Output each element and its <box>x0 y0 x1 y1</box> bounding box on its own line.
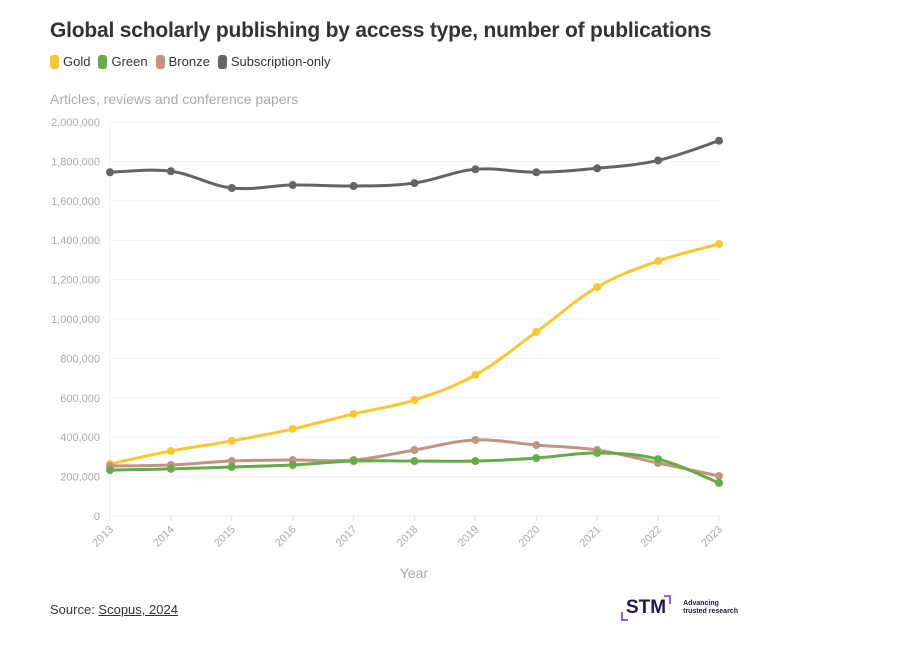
legend-item-bronze[interactable]: Bronze <box>155 54 210 69</box>
legend-item-gold[interactable]: Gold <box>50 54 90 69</box>
point-gold-2023[interactable] <box>715 239 723 248</box>
point-green-2015[interactable] <box>227 462 236 471</box>
point-subscription-only-2013[interactable] <box>106 168 114 177</box>
logo-tagline-line-1: Advancing <box>683 600 719 607</box>
x-tick-label: 2018 <box>395 524 421 550</box>
x-tick-label: 2021 <box>578 524 604 550</box>
legend-swatch-gold <box>50 54 59 69</box>
x-axis-label: Year <box>400 565 429 581</box>
y-tick-label: 1,400,000 <box>51 235 100 247</box>
point-green-2022[interactable] <box>654 455 663 464</box>
source-note: Source: Scopus, 2024 <box>50 602 178 617</box>
point-green-2016[interactable] <box>288 460 297 469</box>
point-bronze-2018[interactable] <box>410 446 419 455</box>
point-subscription-only-2020[interactable] <box>532 168 541 177</box>
point-bronze-2023[interactable] <box>715 472 723 481</box>
line-gold <box>108 242 721 466</box>
legend-label-green: Green <box>111 54 148 69</box>
point-gold-2022[interactable] <box>654 257 663 266</box>
y-tick-label: 800,000 <box>60 353 100 365</box>
x-tick-label: 2017 <box>334 524 360 550</box>
stm-logo: STM Advancing trusted research <box>621 595 738 621</box>
logo-bracket-right <box>664 595 672 604</box>
y-tick-label: 2,000,000 <box>51 117 100 129</box>
point-subscription-only-2014[interactable] <box>166 167 175 176</box>
y-tick-label: 1,600,000 <box>51 196 100 208</box>
logo-bracket-left <box>621 612 628 621</box>
legend-swatch-subscription-only <box>217 54 227 69</box>
y-tick-label: 1,000,000 <box>51 314 100 326</box>
x-tick-label: 2015 <box>212 524 238 550</box>
point-gold-2021[interactable] <box>593 283 602 292</box>
legend-swatch-bronze <box>155 54 165 69</box>
legend-label-gold: Gold <box>63 54 91 69</box>
y-tick-label: 1,200,000 <box>51 275 100 287</box>
y-tick-label: 600,000 <box>60 393 100 405</box>
point-subscription-only-2022[interactable] <box>654 156 663 165</box>
logo-tagline: Advancing trusted research <box>683 600 738 616</box>
point-subscription-only-2017[interactable] <box>349 182 358 191</box>
point-subscription-only-2015[interactable] <box>227 183 236 192</box>
y-tick-label: 400,000 <box>60 432 100 444</box>
x-tick-label: 2020 <box>517 524 543 550</box>
y-tick-label: 1,800,000 <box>51 156 100 168</box>
chart-title: Global scholarly publishing by access ty… <box>50 19 712 42</box>
gridlines <box>109 121 719 517</box>
source-label: Source: <box>50 602 99 617</box>
stm-logo-mark: STM <box>621 595 672 621</box>
x-tick-label: 2013 <box>90 524 116 550</box>
point-green-2014[interactable] <box>166 464 175 473</box>
series-points <box>106 136 723 487</box>
logo-tagline-line-2: trusted research <box>683 608 738 615</box>
source-link[interactable]: Scopus, 2024 <box>98 602 178 617</box>
point-green-2019[interactable] <box>471 457 480 466</box>
point-bronze-2019[interactable] <box>471 435 480 444</box>
logo-text: STM <box>626 597 667 618</box>
point-green-2020[interactable] <box>532 454 541 463</box>
x-tick-label: 2019 <box>456 524 482 550</box>
point-subscription-only-2023[interactable] <box>715 136 723 145</box>
point-green-2023[interactable] <box>715 478 723 487</box>
y-tick-label: 0 <box>94 511 100 523</box>
point-gold-2018[interactable] <box>410 395 419 404</box>
point-gold-2016[interactable] <box>288 424 297 433</box>
x-tick-label: 2023 <box>699 524 725 550</box>
point-subscription-only-2019[interactable] <box>471 165 480 174</box>
point-bronze-2015[interactable] <box>227 457 236 466</box>
x-tick-label: 2022 <box>638 524 664 550</box>
point-subscription-only-2018[interactable] <box>410 179 419 188</box>
x-tick-label: 2016 <box>273 524 299 550</box>
series-lines <box>108 139 721 485</box>
point-gold-2015[interactable] <box>227 436 236 445</box>
point-green-2017[interactable] <box>349 457 358 466</box>
point-green-2021[interactable] <box>593 448 602 457</box>
chart-subtitle: Articles, reviews and conference papers <box>50 91 299 107</box>
point-green-2013[interactable] <box>106 466 114 475</box>
point-gold-2020[interactable] <box>532 328 541 337</box>
legend-label-subscription-only: Subscription-only <box>230 54 331 69</box>
point-subscription-only-2021[interactable] <box>593 164 602 173</box>
legend: Gold Green Bronze Subscription-only <box>50 54 331 69</box>
x-tick-label: 2014 <box>151 524 177 550</box>
point-gold-2017[interactable] <box>349 409 358 418</box>
y-axis-ticks: 0 200,000 400,000 600,000 800,000 1,000,000 1,… <box>51 117 100 523</box>
x-axis-ticks: 2013 2014 2015 2016 2017 2018 2019 2020 2021 2022… <box>90 516 725 549</box>
point-subscription-only-2016[interactable] <box>288 181 297 190</box>
legend-item-subscription-only[interactable]: Subscription-only <box>217 54 331 69</box>
legend-swatch-green <box>98 54 108 69</box>
y-tick-label: 200,000 <box>60 472 100 484</box>
point-green-2018[interactable] <box>410 457 419 466</box>
legend-item-green[interactable]: Green <box>98 54 148 69</box>
point-bronze-2020[interactable] <box>532 441 541 450</box>
legend-label-bronze: Bronze <box>168 54 210 69</box>
point-gold-2019[interactable] <box>471 370 480 379</box>
point-gold-2014[interactable] <box>166 446 175 455</box>
